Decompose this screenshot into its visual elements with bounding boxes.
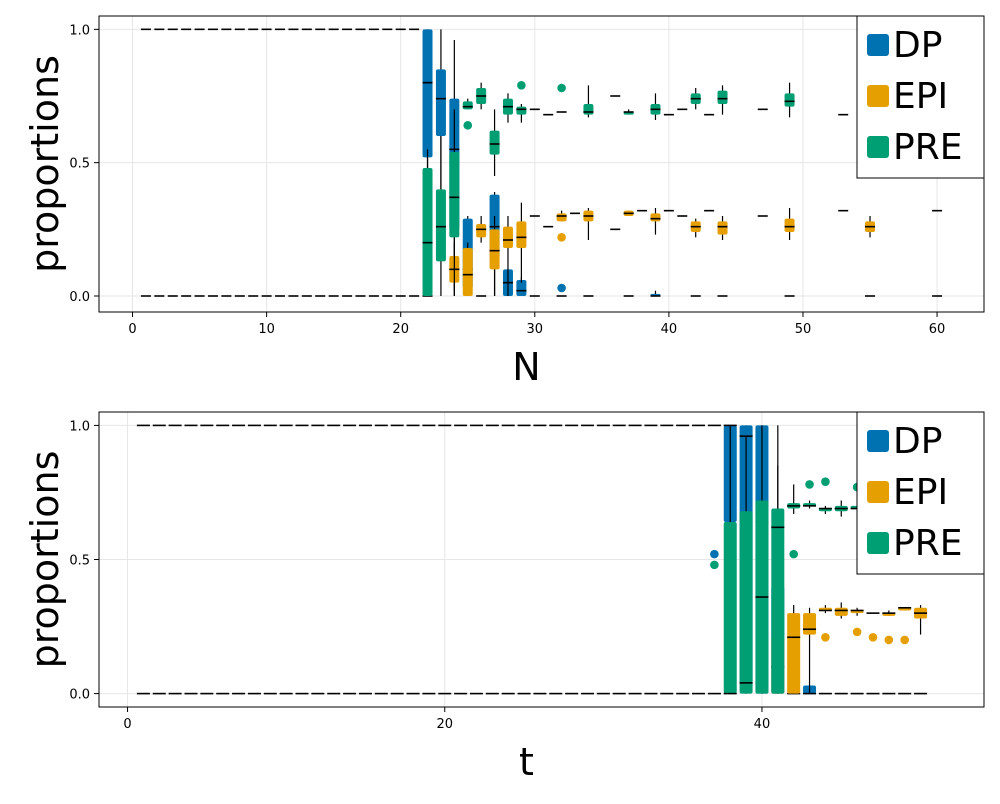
epi-outlier [821,632,830,642]
y-tick-label: 0.0 [69,688,90,703]
pre-box [422,168,433,296]
legend: DP EPI PRE [856,411,985,575]
legend-swatch-dp [867,430,889,452]
epi-box [556,213,567,222]
y-axis-label: proportions [23,451,67,669]
legend-swatch-epi [867,85,889,107]
pre-outlier [557,83,566,93]
x-tick-label: 0 [123,717,131,732]
legend-label-epi: EPI [893,472,948,513]
x-tick-label: 30 [527,322,544,337]
legend-label-pre: PRE [893,127,962,168]
legend-label-epi: EPI [893,76,948,117]
pre-outlier [805,480,814,489]
pre-box [771,508,785,694]
legend-swatch-dp [867,34,889,56]
box-series-group [140,28,943,297]
x-axis-label: N [512,345,540,389]
pre-box [462,101,473,110]
epi-box [650,213,661,222]
y-tick-label: 0.5 [69,157,90,172]
y-tick-label: 0.5 [69,554,90,569]
epi-outlier [557,233,566,242]
pre-outlier [463,121,473,130]
pre-box [739,511,753,694]
legend: DP EPI PRE [856,15,985,179]
dp-outlier [710,549,719,559]
pre-outlier [517,81,526,90]
y-tick-label: 1.0 [69,23,90,38]
pre-box [717,90,728,104]
y-tick-label: 0.0 [69,290,90,305]
bottom-panel-t: 0 20 40 0.0 0.5 1.0 t proportions DP EPI PRE [23,411,985,784]
epi-box [784,218,795,232]
pre-outlier [710,560,719,570]
y-axis-label: proportions [23,55,67,273]
plot-area [99,16,984,312]
legend-label-dp: DP [893,421,942,462]
epi-box [834,607,848,616]
x-tick-label: 10 [258,322,275,337]
epi-box [502,226,513,248]
pre-box [449,152,460,238]
legend-swatch-pre [867,532,889,554]
x-tick-label: 40 [661,322,678,337]
pre-outlier [821,477,830,487]
legend-label-pre: PRE [893,523,962,564]
x-tick-label: 60 [929,322,946,337]
dp-box [422,29,433,158]
pre-outlier [789,549,798,559]
dp-box [516,280,527,296]
pre-box [784,93,795,107]
epi-outlier [868,632,878,642]
dp-outlier [557,283,566,293]
x-tick-label: 0 [128,322,136,337]
pre-box [489,130,500,155]
epi-box [803,613,817,635]
x-axis-label: t [519,740,534,784]
legend-swatch-pre [867,136,889,158]
pre-box [723,521,737,694]
epi-outlier [852,627,862,637]
x-tick-label: 20 [436,717,453,732]
pre-box [516,106,527,115]
x-tick-label: 20 [392,322,409,337]
box-series-group [136,424,928,695]
epi-box [516,221,527,248]
y-tick-label: 1.0 [69,419,90,434]
pre-box [583,104,594,115]
x-tick-label: 40 [754,717,771,732]
dp-box [435,69,446,136]
epi-outlier [900,635,909,645]
legend-label-dp: DP [893,25,942,66]
x-tick-label: 50 [795,322,812,337]
pre-box [435,189,446,262]
epi-box [489,229,500,270]
legend-swatch-epi [867,481,889,503]
epi-box [476,224,487,238]
epi-box [717,221,728,235]
epi-box [462,248,473,296]
epi-box [787,613,801,694]
epi-outlier [884,635,894,645]
